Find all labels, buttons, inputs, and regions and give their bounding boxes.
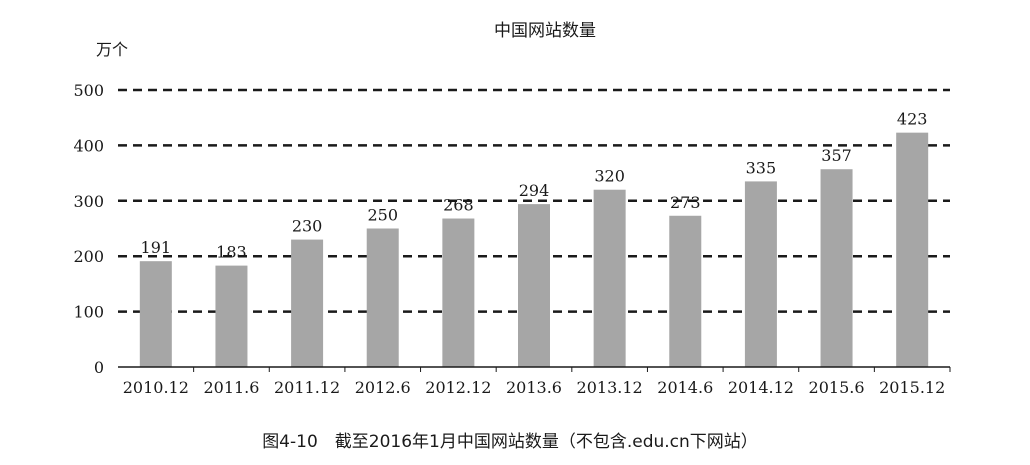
data-label: 191 — [141, 238, 172, 257]
data-label: 268 — [443, 196, 474, 215]
x-tick-label: 2013.12 — [577, 378, 643, 397]
bar-2014.12 — [744, 181, 777, 367]
x-tick-label: 2015.6 — [809, 378, 865, 397]
bar-2013.6 — [518, 204, 550, 367]
x-tick-label: 2012.6 — [355, 378, 411, 397]
y-tick-label: 200 — [73, 247, 104, 266]
x-tick-label: 2012.12 — [425, 378, 491, 397]
bars — [139, 132, 929, 367]
y-tick-labels: 0 100 200 300 400 500 — [73, 81, 104, 377]
x-tick-label: 2011.6 — [203, 378, 259, 397]
data-label: 357 — [821, 146, 852, 165]
y-tick-label: 400 — [73, 136, 104, 155]
bar-2010.12 — [139, 261, 172, 367]
bar-2011.6 — [215, 265, 248, 367]
x-tick-label: 2014.6 — [657, 378, 713, 397]
data-label: 320 — [594, 167, 625, 186]
data-label: 294 — [519, 181, 550, 200]
x-tick-label: 2011.12 — [274, 378, 340, 397]
data-label: 183 — [216, 243, 247, 262]
y-tick-label: 500 — [73, 81, 104, 100]
chart-title: 中国网站数量 — [494, 21, 596, 41]
data-label: 230 — [292, 217, 323, 236]
x-tick-label: 2015.12 — [879, 378, 945, 397]
y-axis-unit-label: 万个 — [96, 40, 128, 59]
data-label: 250 — [367, 206, 398, 225]
y-tick-label: 300 — [73, 192, 104, 211]
x-tick-label: 2013.6 — [506, 378, 562, 397]
gridlines — [118, 88, 950, 313]
bar-2012.6 — [366, 228, 399, 367]
bar-2012.12 — [442, 218, 475, 367]
data-labels: 191 183 230 250 268 294 320 273 335 357 423 — [141, 110, 928, 262]
x-tick-label: 2014.12 — [728, 378, 794, 397]
bar-2015.12 — [896, 132, 929, 367]
data-label: 335 — [746, 158, 777, 177]
data-label: 273 — [670, 193, 701, 212]
bar-2015.6 — [820, 169, 853, 367]
x-tick-labels: 2010.12 2011.6 2011.12 2012.6 2012.12 2013.6 2… — [123, 367, 951, 397]
bar-2011.12 — [291, 239, 324, 367]
figure-caption: 图4-10 截至2016年1月中国网站数量（不包含.edu.cn下网站） — [262, 432, 758, 452]
bar-2013.12 — [593, 189, 626, 367]
y-tick-label: 0 — [94, 358, 104, 377]
data-label: 423 — [897, 110, 928, 129]
x-tick-label: 2010.12 — [123, 378, 189, 397]
y-tick-label: 100 — [73, 303, 104, 322]
bar-2014.6 — [669, 215, 702, 367]
